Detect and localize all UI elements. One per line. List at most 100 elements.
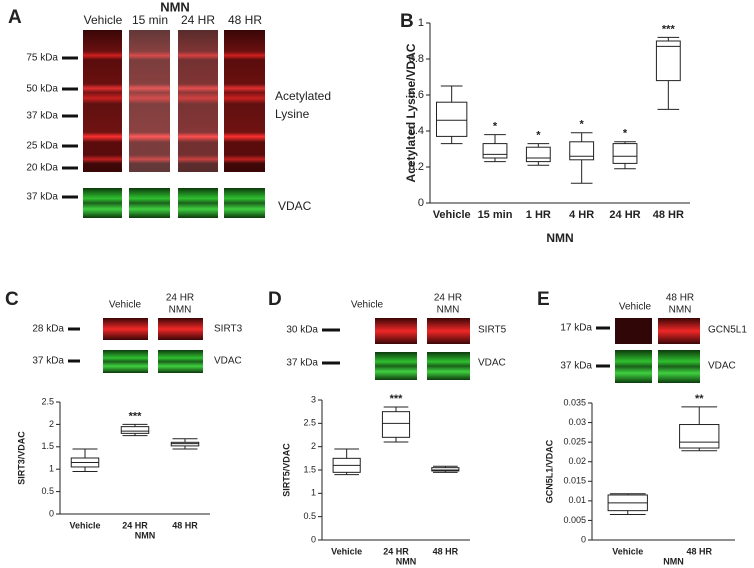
blot-label: GCN5L1	[708, 325, 747, 336]
y-tick-label: 1	[418, 17, 424, 29]
lane-label: 24 HR	[434, 293, 462, 304]
y-tick-label: 0.005	[563, 515, 586, 525]
y-tick-label: 0	[311, 534, 316, 544]
significance: *	[493, 121, 498, 133]
x-tick-label: 48 HR	[172, 520, 198, 530]
y-tick-label: 0.015	[563, 476, 586, 486]
x-axis-label: NMN	[663, 556, 684, 566]
y-tick-label: 0	[581, 534, 586, 544]
y-tick-label: 3	[311, 394, 316, 404]
x-tick-label: 48 HR	[433, 546, 459, 556]
marker-label: 17 kDa	[560, 323, 592, 334]
blot-lane	[158, 350, 203, 373]
x-axis-label: NMN	[396, 556, 417, 566]
blot-label: SIRT5	[478, 325, 507, 336]
blot-title: NMN	[160, 0, 190, 14]
blot-lane	[178, 188, 218, 218]
blot-label: VDAC	[214, 356, 242, 367]
marker-label: 25 kDa	[26, 141, 58, 152]
y-axis-label: SIRT5/VDAC	[281, 443, 291, 497]
panel-label: B	[400, 11, 414, 32]
y-tick-label: 0.03	[568, 417, 586, 427]
y-tick-label: 0.01	[568, 495, 586, 505]
box	[120, 426, 150, 434]
box	[655, 40, 681, 82]
y-tick-label: 2.5	[303, 418, 316, 428]
x-tick-label: 4 HR	[569, 209, 594, 221]
y-tick-label: 0	[49, 508, 54, 518]
lane-label: Vehicle	[619, 302, 652, 313]
box	[679, 424, 720, 449]
blot-lane	[103, 350, 148, 373]
panel-label: C	[5, 289, 19, 310]
x-tick-label: 48 HR	[686, 546, 712, 556]
y-tick-label: 1.5	[303, 464, 316, 474]
blot-lane	[375, 318, 417, 344]
lane-label: 48 HR	[228, 13, 262, 27]
marker-label: 37 kDa	[286, 358, 318, 369]
significance: ***	[129, 410, 143, 422]
blot-lane	[224, 30, 265, 172]
blot-label: Acetylated	[275, 89, 331, 103]
box	[569, 141, 595, 161]
marker-label: 28 kDa	[32, 324, 64, 335]
marker-label: 37 kDa	[560, 361, 592, 372]
lane-label: 24 HR	[181, 13, 215, 27]
y-axis-label: GCN5L1/VDAC	[544, 439, 554, 503]
x-axis-label: NMN	[135, 530, 156, 540]
marker-dashes	[62, 56, 610, 368]
blot-lane	[427, 318, 470, 344]
blot-label: Lysine	[275, 107, 310, 121]
significance: ***	[662, 23, 676, 35]
y-tick-label: 1.5	[41, 441, 54, 451]
box	[381, 411, 411, 438]
y-tick-label: 0	[418, 197, 424, 209]
y-tick-label: 2.5	[41, 396, 54, 406]
x-tick-label: Vehicle	[69, 520, 100, 530]
lane-label: Vehicle	[84, 13, 123, 27]
box	[525, 146, 551, 163]
blot-lane	[129, 30, 170, 172]
y-tick-label: 0.035	[563, 397, 586, 407]
blot-label: VDAC	[478, 358, 506, 369]
y-tick-label: 0.5	[41, 486, 54, 496]
y-tick-label: 0.8	[409, 53, 424, 65]
blot-label: VDAC	[708, 361, 736, 372]
significance: *	[536, 130, 541, 142]
lane-label: Vehicle	[351, 300, 384, 311]
y-tick-label: 0.6	[409, 89, 424, 101]
panel-label: A	[8, 7, 22, 28]
blot-lane	[83, 188, 122, 218]
y-tick-label: 2	[311, 441, 316, 451]
significance: *	[623, 128, 628, 140]
y-tick-label: 0.5	[303, 511, 316, 521]
y-tick-label: 2	[49, 419, 54, 429]
blot-lane	[158, 318, 203, 340]
blot-label: VDAC	[278, 199, 312, 213]
blot-lane	[658, 318, 700, 344]
y-tick-label: 0.2	[409, 161, 424, 173]
y-tick-label: 0.025	[563, 437, 586, 447]
lane-label: NMN	[669, 305, 692, 316]
blot-lane	[615, 318, 652, 344]
y-axis-label: SIRT3/VDAC	[16, 431, 26, 485]
panel-label: D	[268, 289, 282, 310]
x-tick-label: Vehicle	[612, 546, 643, 556]
y-tick-label: 1	[311, 488, 316, 498]
lane-label: NMN	[437, 305, 460, 316]
marker-label: 75 kDa	[26, 53, 58, 64]
lane-label: 15 min	[132, 13, 168, 27]
x-tick-label: 1 HR	[526, 209, 551, 221]
x-axis-label: NMN	[546, 231, 573, 245]
lane-label: 24 HR	[166, 293, 194, 304]
box	[436, 101, 468, 137]
x-tick-label: 48 HR	[653, 209, 684, 221]
box	[431, 467, 460, 472]
significance: ***	[390, 393, 404, 405]
blot-label: SIRT3	[214, 324, 243, 335]
lane-label: Vehicle	[109, 300, 142, 311]
marker-label: 50 kDa	[26, 84, 58, 95]
marker-label: 37 kDa	[32, 356, 64, 367]
